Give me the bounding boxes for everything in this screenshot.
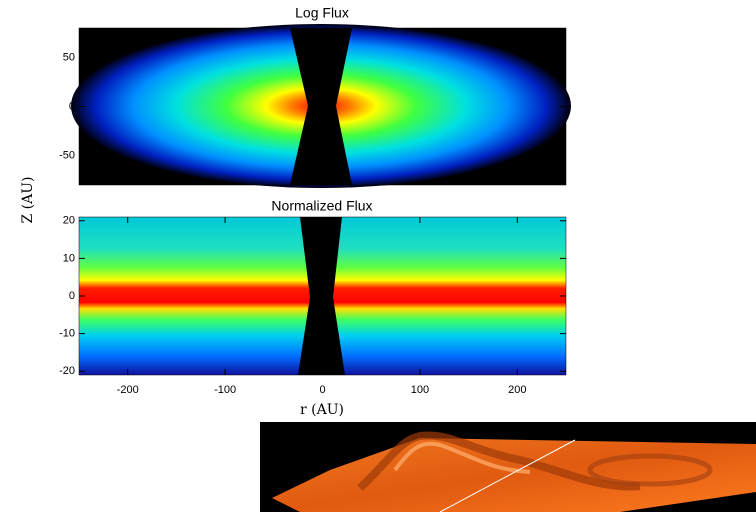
chart-title: Normalized Flux xyxy=(271,198,372,214)
y-tick-label: 50 xyxy=(63,51,75,63)
normalized-flux-image xyxy=(79,217,566,375)
y-tick-label: 20 xyxy=(63,215,75,227)
x-tick-label: 100 xyxy=(411,384,429,396)
x-tick-label: -200 xyxy=(117,384,139,396)
y-tick-label: -10 xyxy=(59,328,75,340)
x-axis-label: r (AU) xyxy=(300,402,344,418)
surface-render xyxy=(260,422,756,512)
chart-title: Log Flux xyxy=(295,5,349,21)
x-tick-label: -100 xyxy=(214,384,236,396)
y-axis-label: Z (AU) xyxy=(20,176,36,223)
y-tick-label: 10 xyxy=(63,252,75,264)
x-tick-label: 200 xyxy=(508,384,526,396)
log-flux-image xyxy=(71,24,571,188)
y-tick-label: 0 xyxy=(69,100,75,112)
y-tick-label: 0 xyxy=(69,290,75,302)
x-tick-label: 0 xyxy=(319,384,325,396)
y-tick-label: -20 xyxy=(59,365,75,377)
y-tick-label: -50 xyxy=(59,149,75,161)
